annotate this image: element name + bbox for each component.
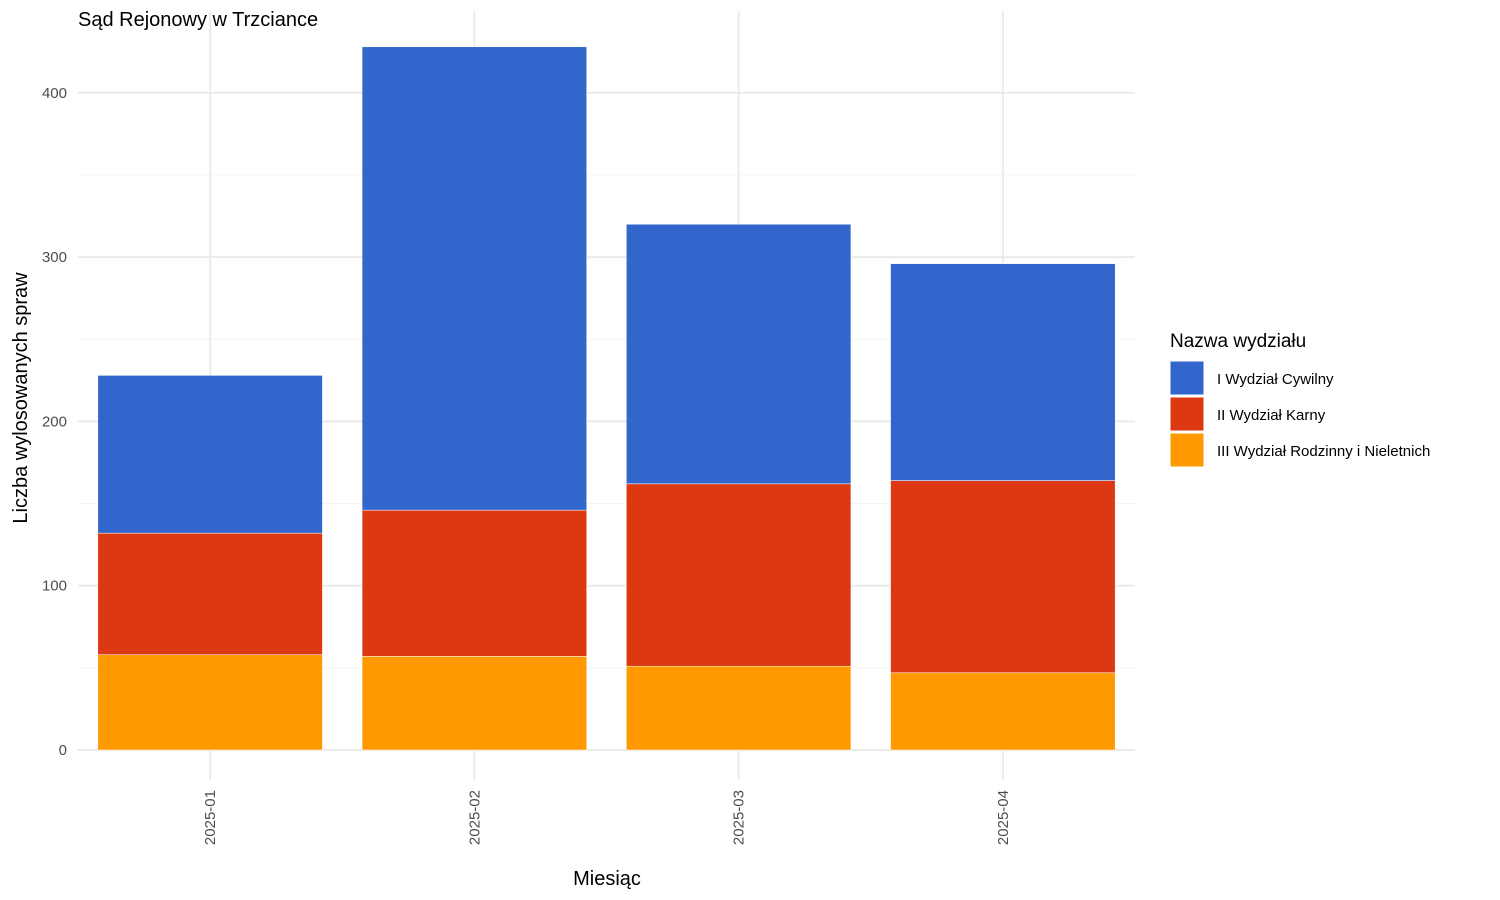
legend-swatch (1169, 360, 1205, 396)
legend-swatch (1169, 432, 1205, 468)
bar-segment (626, 665, 852, 751)
legend-swatch (1169, 396, 1205, 432)
bar-segment (890, 480, 1116, 674)
y-tick-label: 0 (59, 742, 67, 759)
legend-label: III Wydział Rodzinny i Nieletnich (1217, 443, 1430, 460)
bars (97, 46, 1116, 751)
x-axis-title: Miesiąc (573, 868, 641, 890)
bar-segment (361, 656, 587, 751)
bar-segment (626, 223, 852, 485)
bar-segment (361, 46, 587, 511)
bar-segment (890, 672, 1116, 751)
x-axis-ticks: 2025-01 2025-02 2025-03 2025-04 (202, 790, 1012, 845)
x-tick-label: 2025-02 (466, 790, 483, 845)
legend-label: II Wydział Karny (1217, 407, 1326, 424)
y-tick-label: 300 (42, 249, 67, 266)
y-tick-label: 200 (42, 413, 67, 430)
bar-segment (626, 483, 852, 667)
bar-segment (97, 375, 323, 534)
x-tick-label: 2025-04 (995, 790, 1012, 845)
legend-label: I Wydział Cywilny (1217, 371, 1334, 388)
bar-segment (361, 509, 587, 657)
legend-title: Nazwa wydziału (1170, 331, 1306, 352)
bar-segment (890, 263, 1116, 481)
bar-segment (97, 532, 323, 655)
y-axis-title: Liczba wylosowanych spraw (10, 272, 32, 524)
legend: Nazwa wydziału I Wydział Cywilny II Wydzi… (1169, 331, 1430, 468)
y-tick-label: 400 (42, 85, 67, 102)
x-tick-label: 2025-03 (731, 790, 748, 845)
x-tick-label: 2025-01 (202, 790, 219, 845)
chart-title: Sąd Rejonowy w Trzciance (78, 9, 318, 31)
y-axis-ticks: 0 100 200 300 400 (42, 85, 67, 759)
y-tick-label: 100 (42, 578, 67, 595)
bar-segment (97, 654, 323, 751)
